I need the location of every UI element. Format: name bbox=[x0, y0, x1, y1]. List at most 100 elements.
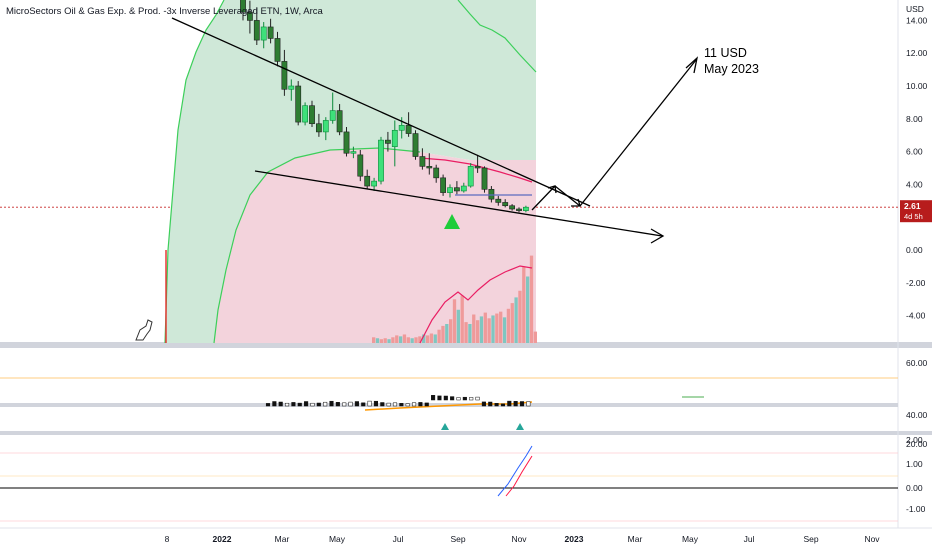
sub-candle bbox=[412, 402, 417, 407]
y-tick-label: 4.00 bbox=[906, 179, 923, 189]
bb-upper-line-2 bbox=[457, 0, 537, 73]
volume-bar bbox=[518, 290, 522, 343]
sub-candle bbox=[304, 401, 309, 407]
x-tick-label: Sep bbox=[450, 534, 465, 544]
x-tick-label: May bbox=[682, 534, 699, 544]
y-tick-label: 10.00 bbox=[906, 81, 928, 91]
sub-candle bbox=[316, 402, 321, 407]
trendline-lower bbox=[254, 170, 663, 237]
sub-candle bbox=[500, 403, 505, 407]
sub-candle bbox=[450, 396, 455, 401]
candle-body bbox=[495, 198, 502, 203]
sub-candle bbox=[437, 395, 442, 401]
volume-bar bbox=[375, 338, 380, 343]
volume-indicator-line bbox=[419, 265, 533, 344]
volume-bar bbox=[398, 336, 403, 343]
sub-candle bbox=[526, 401, 531, 407]
sub-candle bbox=[386, 402, 391, 407]
volume-bar bbox=[479, 316, 484, 343]
candle-body bbox=[467, 166, 474, 187]
volume-bar bbox=[410, 338, 414, 343]
candle-body bbox=[309, 105, 315, 125]
x-tick-label: Jul bbox=[744, 534, 755, 544]
volume-bar bbox=[391, 337, 395, 343]
volume-bar bbox=[472, 314, 476, 343]
volume-bar bbox=[468, 324, 472, 343]
candle-body bbox=[522, 206, 529, 211]
volume-bar bbox=[514, 297, 518, 343]
price-tag-value: 2.61 bbox=[904, 201, 921, 211]
sub-candle bbox=[456, 397, 461, 401]
y-tick-label: -2.00 bbox=[906, 278, 926, 288]
x-tick-label: Nov bbox=[511, 534, 527, 544]
arrowhead bbox=[547, 185, 557, 194]
chart-title: MicroSectors Oil & Gas Exp. & Prod. -3x … bbox=[6, 6, 323, 17]
sub-candle bbox=[354, 401, 359, 407]
sub2-y-tick: 0.00 bbox=[906, 483, 923, 493]
candle-body bbox=[288, 85, 295, 90]
candle-body bbox=[384, 139, 391, 144]
volume-bar bbox=[499, 311, 503, 343]
sub-candle bbox=[367, 400, 372, 407]
volume-bar bbox=[406, 337, 410, 343]
volume-bar bbox=[395, 335, 399, 343]
sub2-y-tick: -1.00 bbox=[906, 504, 926, 514]
annotation-line2: May 2023 bbox=[704, 62, 759, 76]
candle-body bbox=[329, 110, 336, 121]
sub2-y-tick: 2.00 bbox=[906, 435, 923, 445]
candle-body bbox=[460, 185, 467, 192]
volume-bar bbox=[441, 325, 445, 343]
volume-bar bbox=[491, 315, 495, 343]
candle-body bbox=[357, 154, 364, 177]
candle-body bbox=[260, 26, 267, 41]
volume-bar bbox=[506, 308, 511, 343]
y-tick-label: 8.00 bbox=[906, 114, 923, 124]
arrowhead bbox=[685, 56, 699, 74]
volume-bar bbox=[429, 333, 434, 343]
volume-bar bbox=[449, 319, 453, 343]
volume-bar bbox=[425, 335, 430, 343]
sub-candle bbox=[373, 400, 378, 407]
sub-candle bbox=[431, 395, 436, 401]
candle-body bbox=[391, 129, 398, 147]
sub-candle bbox=[380, 402, 385, 407]
volume-bar bbox=[379, 339, 383, 343]
x-tick-label: Sep bbox=[803, 534, 818, 544]
sub-candle bbox=[494, 403, 499, 407]
sub-candle bbox=[342, 402, 347, 407]
volume-bar bbox=[456, 309, 460, 343]
x-tick-label: Nov bbox=[864, 534, 880, 544]
volume-bar bbox=[510, 303, 514, 343]
bb-lower-line bbox=[213, 147, 421, 344]
candle-body bbox=[474, 166, 481, 169]
x-tick-label: 2023 bbox=[565, 534, 584, 544]
sub-candle bbox=[405, 403, 410, 407]
price-tag bbox=[900, 200, 932, 223]
volume-bar bbox=[383, 338, 387, 343]
trendline-upper bbox=[171, 17, 591, 207]
y-tick-label: 6.00 bbox=[906, 147, 923, 157]
sub-candle bbox=[481, 401, 486, 407]
sub-y-tick: 20.00 bbox=[906, 439, 928, 449]
candle-body bbox=[322, 120, 329, 133]
candle-body bbox=[433, 167, 440, 179]
sub-candle bbox=[399, 403, 404, 407]
volume-bar bbox=[533, 331, 537, 343]
volume-bar bbox=[483, 312, 487, 343]
tradingview-logo-icon bbox=[135, 319, 153, 341]
candle-body bbox=[412, 133, 419, 157]
sub-candle bbox=[424, 402, 429, 407]
price-tag-countdown: 4d 5h bbox=[904, 212, 923, 221]
sub-candle bbox=[488, 401, 493, 407]
sub-candle bbox=[272, 401, 277, 407]
sub-y-tick: 40.00 bbox=[906, 410, 928, 420]
y-tick-label: 12.00 bbox=[906, 48, 928, 58]
bb-upper-line bbox=[164, 0, 225, 344]
sub-candle bbox=[418, 402, 423, 407]
y-axis-unit: USD bbox=[906, 4, 924, 14]
sub-candle bbox=[323, 401, 328, 407]
volume-bar bbox=[418, 336, 422, 343]
sub-candle bbox=[519, 401, 525, 407]
